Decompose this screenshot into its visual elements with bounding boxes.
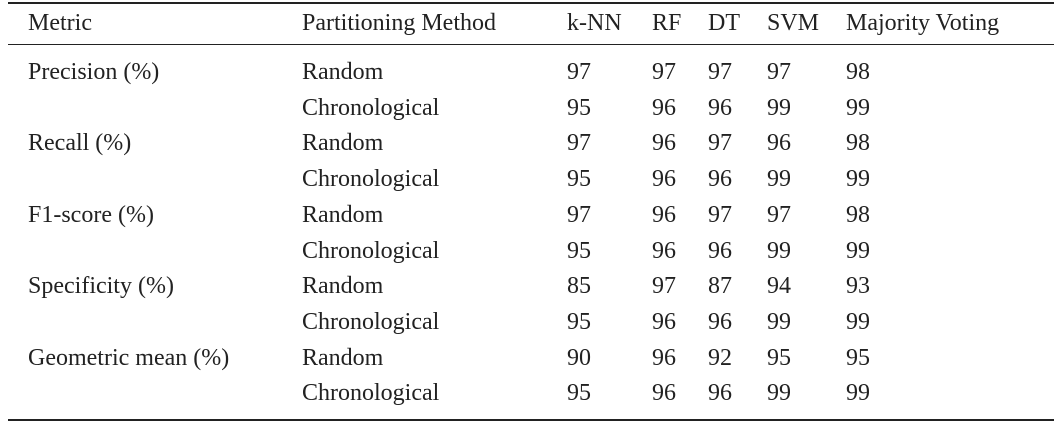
value-cell: 97 — [567, 59, 591, 85]
header-cell: Majority Voting — [846, 10, 1000, 36]
value-cell: 97 — [708, 201, 732, 228]
method-cell: Chronological — [302, 380, 440, 407]
header-cell: k-NN — [567, 10, 622, 36]
value-cell: 96 — [652, 237, 676, 264]
value-cell: 96 — [652, 94, 676, 121]
value-cell: 97 — [652, 273, 676, 300]
header-cell: RF — [652, 10, 682, 36]
value-cell: 96 — [708, 237, 732, 264]
metric-cell: Precision (%) — [28, 59, 160, 85]
metric-cell: Recall (%) — [28, 130, 132, 157]
method-cell: Random — [302, 201, 384, 228]
header-cell: Metric — [28, 10, 92, 36]
metric-cell: Specificity (%) — [28, 273, 174, 300]
value-cell: 95 — [567, 380, 591, 407]
method-cell: Chronological — [302, 166, 440, 193]
metric-cell: Geometric mean (%) — [28, 344, 230, 371]
value-cell: 99 — [846, 166, 870, 193]
value-cell: 96 — [708, 166, 732, 193]
value-cell: 96 — [708, 380, 732, 407]
value-cell: 99 — [846, 94, 870, 121]
value-cell: 93 — [846, 273, 870, 300]
value-cell: 85 — [567, 273, 591, 300]
value-cell: 99 — [767, 237, 791, 264]
value-cell: 97 — [708, 130, 732, 157]
value-cell: 99 — [767, 380, 791, 407]
value-cell: 97 — [652, 59, 676, 85]
value-cell: 92 — [708, 344, 732, 371]
value-cell: 97 — [767, 59, 791, 85]
value-cell: 95 — [567, 308, 591, 335]
value-cell: 98 — [846, 130, 870, 157]
value-cell: 97 — [567, 130, 591, 157]
method-cell: Chronological — [302, 308, 440, 335]
method-cell: Random — [302, 59, 384, 85]
value-cell: 99 — [767, 94, 791, 121]
value-cell: 96 — [652, 344, 676, 371]
value-cell: 96 — [652, 380, 676, 407]
value-cell: 99 — [846, 237, 870, 264]
method-cell: Chronological — [302, 237, 440, 264]
value-cell: 99 — [846, 380, 870, 407]
method-cell: Random — [302, 130, 384, 157]
value-cell: 98 — [846, 201, 870, 228]
value-cell: 96 — [708, 94, 732, 121]
value-cell: 94 — [767, 273, 791, 300]
value-cell: 90 — [567, 344, 591, 371]
bottom-rule — [8, 419, 1054, 421]
top-rule — [8, 2, 1054, 4]
value-cell: 87 — [708, 273, 732, 300]
value-cell: 95 — [567, 237, 591, 264]
header-cell: Partitioning Method — [302, 10, 496, 36]
value-cell: 95 — [567, 94, 591, 121]
metric-cell: F1-score (%) — [28, 201, 154, 228]
value-cell: 96 — [652, 201, 676, 228]
value-cell: 95 — [767, 344, 791, 371]
value-cell: 97 — [567, 201, 591, 228]
value-cell: 96 — [767, 130, 791, 157]
value-cell: 96 — [652, 130, 676, 157]
value-cell: 96 — [652, 166, 676, 193]
value-cell: 98 — [846, 59, 870, 85]
value-cell: 96 — [708, 308, 732, 335]
method-cell: Random — [302, 273, 384, 300]
header-cell: DT — [708, 10, 740, 36]
value-cell: 99 — [767, 308, 791, 335]
method-cell: Chronological — [302, 94, 440, 121]
value-cell: 99 — [846, 308, 870, 335]
header-rule — [8, 44, 1054, 45]
value-cell: 96 — [652, 308, 676, 335]
value-cell: 95 — [846, 344, 870, 371]
method-cell: Random — [302, 344, 384, 371]
value-cell: 97 — [767, 201, 791, 228]
header-cell: SVM — [767, 10, 820, 36]
value-cell: 99 — [767, 166, 791, 193]
value-cell: 97 — [708, 59, 732, 85]
value-cell: 95 — [567, 166, 591, 193]
